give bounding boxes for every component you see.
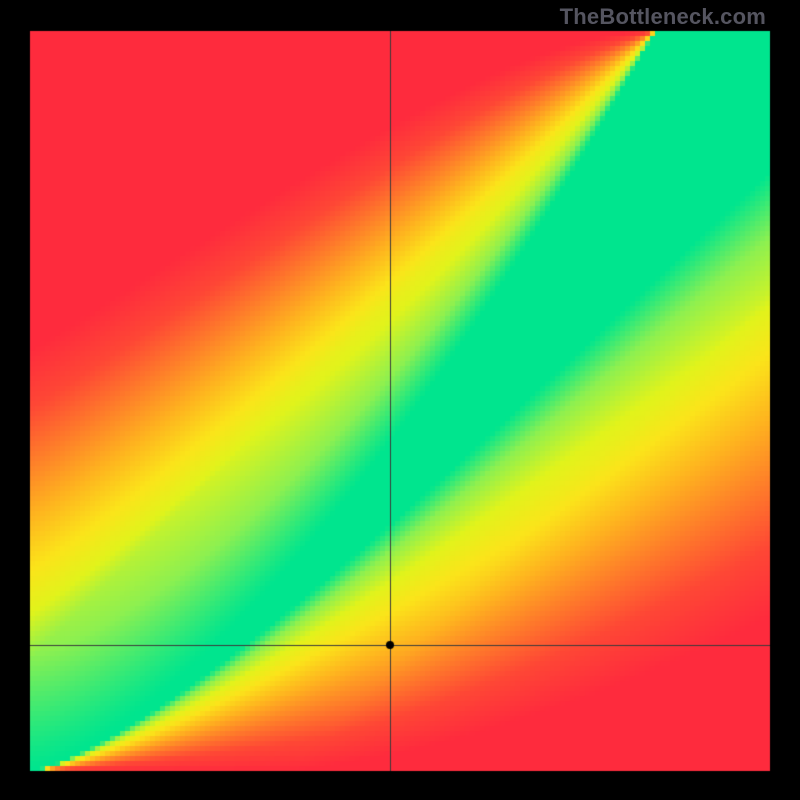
chart-container: TheBottleneck.com [0, 0, 800, 800]
bottleneck-heatmap [0, 0, 800, 800]
watermark-text: TheBottleneck.com [560, 4, 766, 30]
